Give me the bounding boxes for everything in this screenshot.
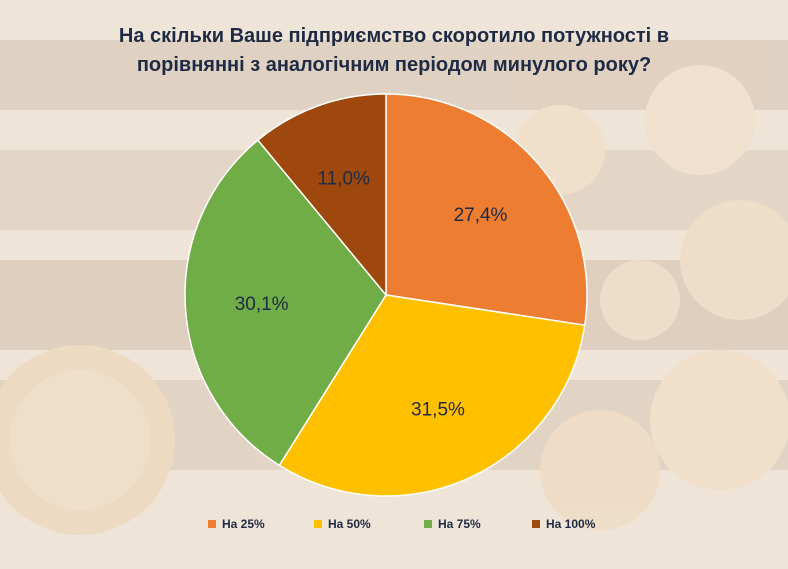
pie-slice-2 <box>278 294 586 497</box>
pie-slice-1 <box>385 93 588 327</box>
legend-item-4: На 100% <box>532 514 595 534</box>
pie-data-label-4: 11,0% <box>318 169 371 190</box>
chart-legend: На 25% На 50% На 75% На 100% <box>0 514 788 534</box>
pie-data-label-3: 30,1% <box>235 294 289 315</box>
legend-label: На 50% <box>328 517 371 531</box>
legend-item-3: На 75% <box>424 514 481 534</box>
legend-label: На 25% <box>222 517 265 531</box>
pie-slice-3 <box>184 139 387 467</box>
pie-data-label-1: 27,4% <box>454 205 508 226</box>
legend-label: На 100% <box>546 517 596 531</box>
legend-swatch-icon <box>314 520 322 528</box>
legend-swatch-icon <box>532 520 540 528</box>
legend-swatch-icon <box>208 520 216 528</box>
legend-label: На 75% <box>438 517 481 531</box>
legend-swatch-icon <box>424 520 432 528</box>
pie-data-label-2: 31,5% <box>411 399 465 420</box>
pie-slice-4 <box>256 93 387 298</box>
legend-item-1: На 25% <box>208 514 265 534</box>
chart-title-line-1: На скільки Ваше підприємство скоротило п… <box>118 25 670 47</box>
chart-title-line-2: порівнянні з аналогічним періодом минуло… <box>136 54 652 76</box>
legend-item-2: На 50% <box>314 514 371 534</box>
chart-title: На скільки Ваше підприємство скоротило п… <box>60 22 728 80</box>
